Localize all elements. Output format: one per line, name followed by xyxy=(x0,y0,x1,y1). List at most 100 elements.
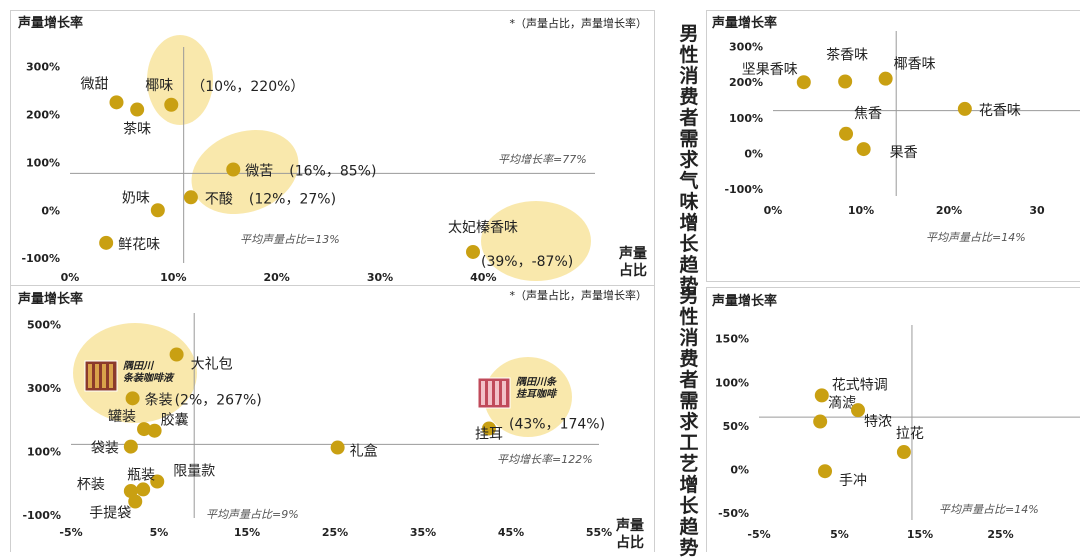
x-tick-label: -5% xyxy=(747,528,770,541)
y-tick-label: 300% xyxy=(27,382,61,395)
y-axis-label: 声量增长率 xyxy=(711,293,777,309)
point-label: 限量款 xyxy=(173,463,215,479)
data-point-坚果香味 xyxy=(796,75,811,90)
highlight-ellipse-2 xyxy=(481,201,591,281)
y-tick-label: 50% xyxy=(723,420,749,433)
x-tick-label: 20% xyxy=(263,271,289,284)
data-point-花香味 xyxy=(957,101,972,116)
x-tick-label: -5% xyxy=(59,526,82,539)
x-tick-label: 30 xyxy=(1029,204,1045,217)
y-tick-label: 0% xyxy=(744,147,763,160)
point-label: 大礼包 xyxy=(191,357,233,373)
x-axis-label: 声量占比 xyxy=(618,245,647,279)
point-label: 罐装 xyxy=(108,409,136,425)
point-label: 杯装 xyxy=(77,477,105,493)
point-label: 礼盒 xyxy=(350,443,378,460)
x-tick-label: 55% xyxy=(586,526,612,539)
y-tick-label: -100% xyxy=(724,183,763,196)
point-label: 手提袋 xyxy=(89,505,131,521)
x-axis-label: 声量占比 xyxy=(615,517,644,551)
point-label: 微甜 xyxy=(81,76,109,92)
data-point-罐装 xyxy=(137,422,152,437)
point-label: 果香 xyxy=(890,145,918,161)
data-point-太妃榛香味 xyxy=(466,244,480,259)
coordinate-note: *（声量占比，声量增长率） xyxy=(510,16,648,30)
x-tick-label: 5% xyxy=(150,526,169,539)
y-tick-label: 100% xyxy=(729,112,763,125)
product-label-0: 隅田川条装咖啡液 xyxy=(123,360,175,384)
x-tick-label: 5% xyxy=(830,528,849,541)
data-point-杯装 xyxy=(123,484,138,499)
avg-share-label: 平均声量占比=14% xyxy=(926,231,1026,244)
point-label: 手冲 xyxy=(839,473,867,489)
x-tick-label: 15% xyxy=(234,526,260,539)
point-coord-label: (16%，85%) xyxy=(289,163,376,179)
x-tick-label: 25% xyxy=(987,528,1013,541)
y-axis-label: 声量增长率 xyxy=(17,291,83,307)
data-point-礼盒 xyxy=(330,440,345,455)
y-tick-label: 300% xyxy=(26,60,60,73)
y-tick-label: 500% xyxy=(27,318,61,331)
point-label: 焦香 xyxy=(854,106,882,122)
data-point-椰味 xyxy=(164,97,179,112)
point-coord-label: (43%，174%) xyxy=(509,416,605,432)
x-tick-label: 0% xyxy=(61,271,80,284)
x-tick-label: 25% xyxy=(322,526,348,539)
data-point-手提袋 xyxy=(128,494,143,509)
point-label: 花香味 xyxy=(979,103,1021,119)
point-label: 条装 xyxy=(145,391,173,408)
data-point-限量款 xyxy=(150,474,165,489)
point-label: 特浓 xyxy=(864,414,892,430)
point-label: 微苦 xyxy=(245,163,273,179)
x-tick-label: 10% xyxy=(848,204,874,217)
data-point-不酸 xyxy=(183,190,198,205)
data-point-胶囊 xyxy=(147,423,162,438)
y-axis-label: 声量增长率 xyxy=(711,15,777,31)
point-coord-label: (2%，267%) xyxy=(175,392,262,408)
x-tick-label: 45% xyxy=(498,526,524,539)
point-label: 滴滤 xyxy=(828,395,856,412)
chart-packaging-bottom-left: 声量增长率声量占比 *（声量占比，声量增长率） -5% 5% 15% 25% 35% 45% 5… xyxy=(10,285,655,552)
point-label: 瓶装 xyxy=(127,467,155,483)
side-title-aroma: 男性消费者需求气味增长趋势 xyxy=(679,23,699,297)
y-tick-label: 200% xyxy=(26,108,60,121)
avg-share-label: 平均声量占比=9% xyxy=(206,508,299,521)
data-point-焦香 xyxy=(839,126,854,141)
point-label: 拉花 xyxy=(896,426,924,442)
data-point-拉花 xyxy=(896,445,911,460)
point-label: 鲜花味 xyxy=(118,237,160,253)
data-point-微苦 xyxy=(226,162,241,177)
y-tick-label: 200% xyxy=(729,76,763,89)
y-tick-label: 100% xyxy=(27,445,61,458)
point-label: 茶味 xyxy=(123,122,151,138)
highlight-ellipse-1 xyxy=(191,129,299,215)
avg-growth-label: 平均增长率=77% xyxy=(498,153,587,166)
x-tick-label: 0% xyxy=(764,204,783,217)
point-label: 太妃榛香味 xyxy=(448,219,518,236)
data-point-手冲 xyxy=(818,464,833,479)
side-title-craft: 男性消费者需求工艺增长趋势 xyxy=(679,285,699,559)
data-point-奶味 xyxy=(150,203,165,218)
data-point-袋装 xyxy=(123,439,138,454)
data-point-茶味 xyxy=(130,102,145,117)
point-coord-label: (12%，27%) xyxy=(249,191,336,207)
avg-growth-label: 平均增长率=122% xyxy=(497,453,593,466)
avg-share-label: 平均声量占比=13% xyxy=(240,233,340,246)
highlight-ellipse-0 xyxy=(147,35,213,125)
chart-aroma-top-right: 声量增长率 0% 10% 20% 30 -100% 0% 100% 200% 300% 平均声量占比… xyxy=(706,10,1080,282)
highlight-ellipse-0 xyxy=(73,323,197,423)
y-tick-label: 150% xyxy=(715,333,749,346)
data-point-特浓 xyxy=(851,403,866,418)
point-label: 茶香味 xyxy=(826,48,868,64)
data-point-鲜花味 xyxy=(99,235,114,250)
x-tick-label: 30% xyxy=(367,271,393,284)
y-tick-label: 0% xyxy=(730,463,749,476)
data-point-挂耳 xyxy=(482,421,496,436)
point-label: 胶囊 xyxy=(161,412,189,429)
coordinate-note: *（声量占比，声量增长率） xyxy=(510,288,648,302)
x-tick-label: 35% xyxy=(410,526,436,539)
point-label: 袋装 xyxy=(91,441,119,457)
y-tick-label: -50% xyxy=(718,507,749,520)
data-point-条装 xyxy=(125,391,140,406)
